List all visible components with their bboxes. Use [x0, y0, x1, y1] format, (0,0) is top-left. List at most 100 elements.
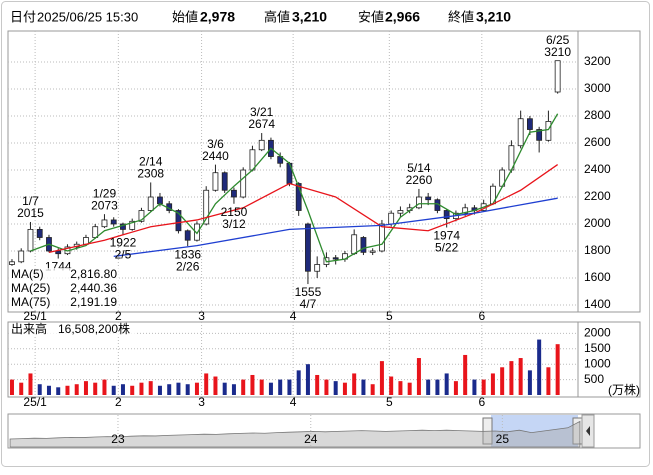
volume-bar: [111, 385, 116, 395]
candle-body: [147, 196, 154, 211]
candle-body: [101, 219, 108, 228]
header-value: 3,210: [476, 9, 511, 25]
annotation-date: 6/25: [546, 33, 570, 47]
candle-body: [194, 223, 200, 241]
navigator-label: 25: [496, 432, 510, 446]
header-value: 2,978: [200, 9, 235, 25]
annotation-date: 2/14: [139, 155, 163, 169]
annotation-price: 1555: [295, 285, 322, 299]
candle-body: [231, 189, 237, 198]
candle-body: [55, 250, 62, 255]
volume-bar: [37, 384, 42, 395]
y-tick-label: 2400: [584, 162, 611, 176]
candle-body: [462, 207, 469, 214]
volume-bar: [546, 367, 551, 395]
volume-title: 出来高: [11, 321, 47, 336]
legend-name: MA(75): [11, 295, 50, 309]
navigator-label: 24: [304, 432, 318, 446]
candle-body: [36, 229, 43, 238]
volume-bar: [204, 373, 209, 395]
header-label: 安値: [358, 9, 384, 24]
annotation-date: 5/22: [435, 241, 459, 255]
volume-bar: [490, 373, 495, 395]
y-tick-label: 500: [584, 372, 604, 386]
navigator-selection[interactable]: [491, 415, 578, 447]
volume-bar: [370, 384, 375, 395]
volume-bar: [102, 379, 107, 395]
candle-body: [27, 229, 34, 252]
annotation-date: 3/6: [207, 137, 224, 151]
legend-value: 2,816.80: [70, 267, 117, 281]
volume-unit: (万株): [608, 382, 640, 397]
annotation-date: 2/5: [115, 248, 132, 262]
volume-bar: [472, 379, 477, 395]
header-value: 2,966: [385, 9, 420, 25]
candle-body: [295, 183, 302, 211]
volume-bar: [93, 382, 98, 395]
y-tick-label: 2000: [584, 216, 611, 230]
annotation-price: 2150: [221, 205, 248, 219]
volume-bar: [305, 364, 310, 395]
volume-bar: [435, 379, 440, 395]
volume-bar: [120, 384, 125, 395]
annotation-date: 2/26: [176, 259, 200, 273]
y-tick-label: 2800: [584, 108, 611, 122]
navigator-label: 23: [111, 432, 125, 446]
y-tick-label: 2000: [584, 326, 611, 340]
header-label: 始値: [172, 9, 198, 24]
candle-body: [332, 257, 339, 260]
volume-bar: [389, 376, 394, 395]
volume-bar: [139, 382, 144, 395]
candle-body: [425, 196, 432, 201]
volume-bar: [324, 379, 329, 395]
x-tick-label: 5: [386, 309, 393, 323]
scroll-arrow: [586, 426, 590, 436]
candle-body: [397, 210, 404, 214]
volume-bar: [28, 373, 33, 395]
annotation-date: 3/21: [250, 105, 274, 119]
y-tick-label: 2600: [584, 135, 611, 149]
volume-bar: [361, 379, 366, 395]
x-tick-label: 2: [115, 395, 122, 409]
x-tick-label: 3: [198, 395, 205, 409]
candle-body: [184, 230, 191, 241]
navigator-area: [9, 420, 581, 448]
volume-bar: [426, 379, 431, 395]
candle-body: [517, 118, 524, 147]
volume-bar: [9, 379, 14, 395]
legend-value: 2,440.36: [70, 281, 117, 295]
volume-bar: [250, 374, 255, 395]
annotation-date: 1/29: [93, 186, 117, 200]
candle-body: [258, 139, 265, 151]
legend-value: 2,191.19: [70, 295, 117, 309]
candle-body: [175, 210, 182, 232]
volume-panel: [7, 321, 641, 398]
annotation-price: 2674: [248, 117, 275, 131]
candle-body: [110, 219, 117, 225]
date-label: 日付: [10, 9, 36, 24]
header-value: 3,210: [292, 9, 327, 25]
y-tick-label: 1400: [584, 297, 611, 311]
frame: [1, 1, 650, 467]
x-tick-label: 6: [478, 395, 485, 409]
volume-bar: [296, 370, 301, 395]
volume-bar: [278, 379, 283, 395]
annotation-price: 2015: [17, 206, 44, 220]
candle-body: [536, 129, 543, 141]
annotation-date: 1/7: [22, 194, 39, 208]
volume-bar: [527, 370, 532, 395]
volume-total: 16,508,200株: [58, 321, 130, 336]
volume-bar: [537, 339, 542, 395]
annotation-date: 4/7: [300, 297, 317, 311]
volume-bar: [185, 384, 190, 395]
annotation-date: 3/12: [222, 217, 246, 231]
candle-body: [9, 261, 15, 265]
volume-bar: [444, 373, 449, 395]
price-panel: [7, 30, 641, 313]
candle-body: [545, 121, 552, 141]
annotation-price: 3210: [544, 45, 571, 59]
annotation-price: 1974: [433, 229, 460, 243]
y-tick-label: 1600: [584, 270, 611, 284]
x-tick-label: 4: [290, 309, 297, 323]
volume-bar: [194, 382, 199, 395]
